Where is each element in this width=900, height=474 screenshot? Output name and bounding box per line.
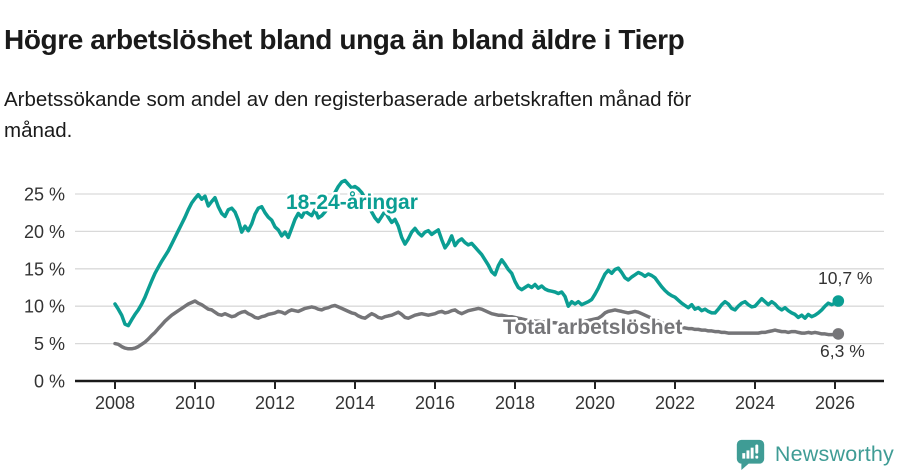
- x-tick-label: 2022: [655, 393, 695, 413]
- x-tick-label: 2012: [255, 393, 295, 413]
- brand-name: Newsworthy: [774, 441, 894, 466]
- x-tick-label: 2018: [495, 393, 535, 413]
- y-tick-label: 20 %: [24, 222, 65, 242]
- gridlines: 0 % 5 % 10 % 15 % 20 % 25 %: [24, 185, 884, 392]
- series-end-dot-total: [832, 328, 845, 340]
- series-labels: 18-24-åringar 10,7 % Total arbetslöshet 6,3…: [284, 189, 873, 362]
- series-end-value-total: 6,3 %: [820, 341, 865, 361]
- series-end-value-young: 10,7 %: [818, 268, 872, 288]
- x-axis: 2008 2010 2012 2014 2016 2018 2020 2022 2024 2026: [95, 381, 855, 413]
- x-tick-label: 2016: [415, 393, 455, 413]
- x-tick-label: 2008: [95, 393, 135, 413]
- newsworthy-logo-icon: [736, 439, 765, 470]
- chart-subtitle: Arbetssökande som andel av den registerb…: [4, 87, 692, 143]
- series-lines: [113, 178, 845, 351]
- x-tick-label: 2026: [815, 393, 855, 413]
- brand-footer: Newsworthy: [735, 436, 894, 472]
- series-line-young: [113, 178, 841, 328]
- series-name-label-total: Total arbetslöshet: [503, 316, 682, 339]
- y-tick-label: 0 %: [34, 372, 65, 392]
- series-end-dot-young: [832, 295, 845, 307]
- x-tick-label: 2024: [735, 393, 775, 413]
- y-tick-label: 10 %: [24, 297, 65, 317]
- y-tick-label: 15 %: [24, 259, 65, 279]
- x-tick-label: 2010: [175, 393, 215, 413]
- x-tick-label: 2014: [335, 393, 375, 413]
- series-line-total: [113, 299, 841, 351]
- y-tick-label: 25 %: [24, 185, 65, 205]
- y-tick-label: 5 %: [34, 334, 65, 354]
- x-tick-label: 2020: [575, 393, 615, 413]
- page-title: Högre arbetslöshet bland unga än bland ä…: [4, 23, 685, 55]
- mini-bar-chart-icon: [742, 443, 759, 459]
- series-name-label-young: 18-24-åringar: [286, 191, 418, 214]
